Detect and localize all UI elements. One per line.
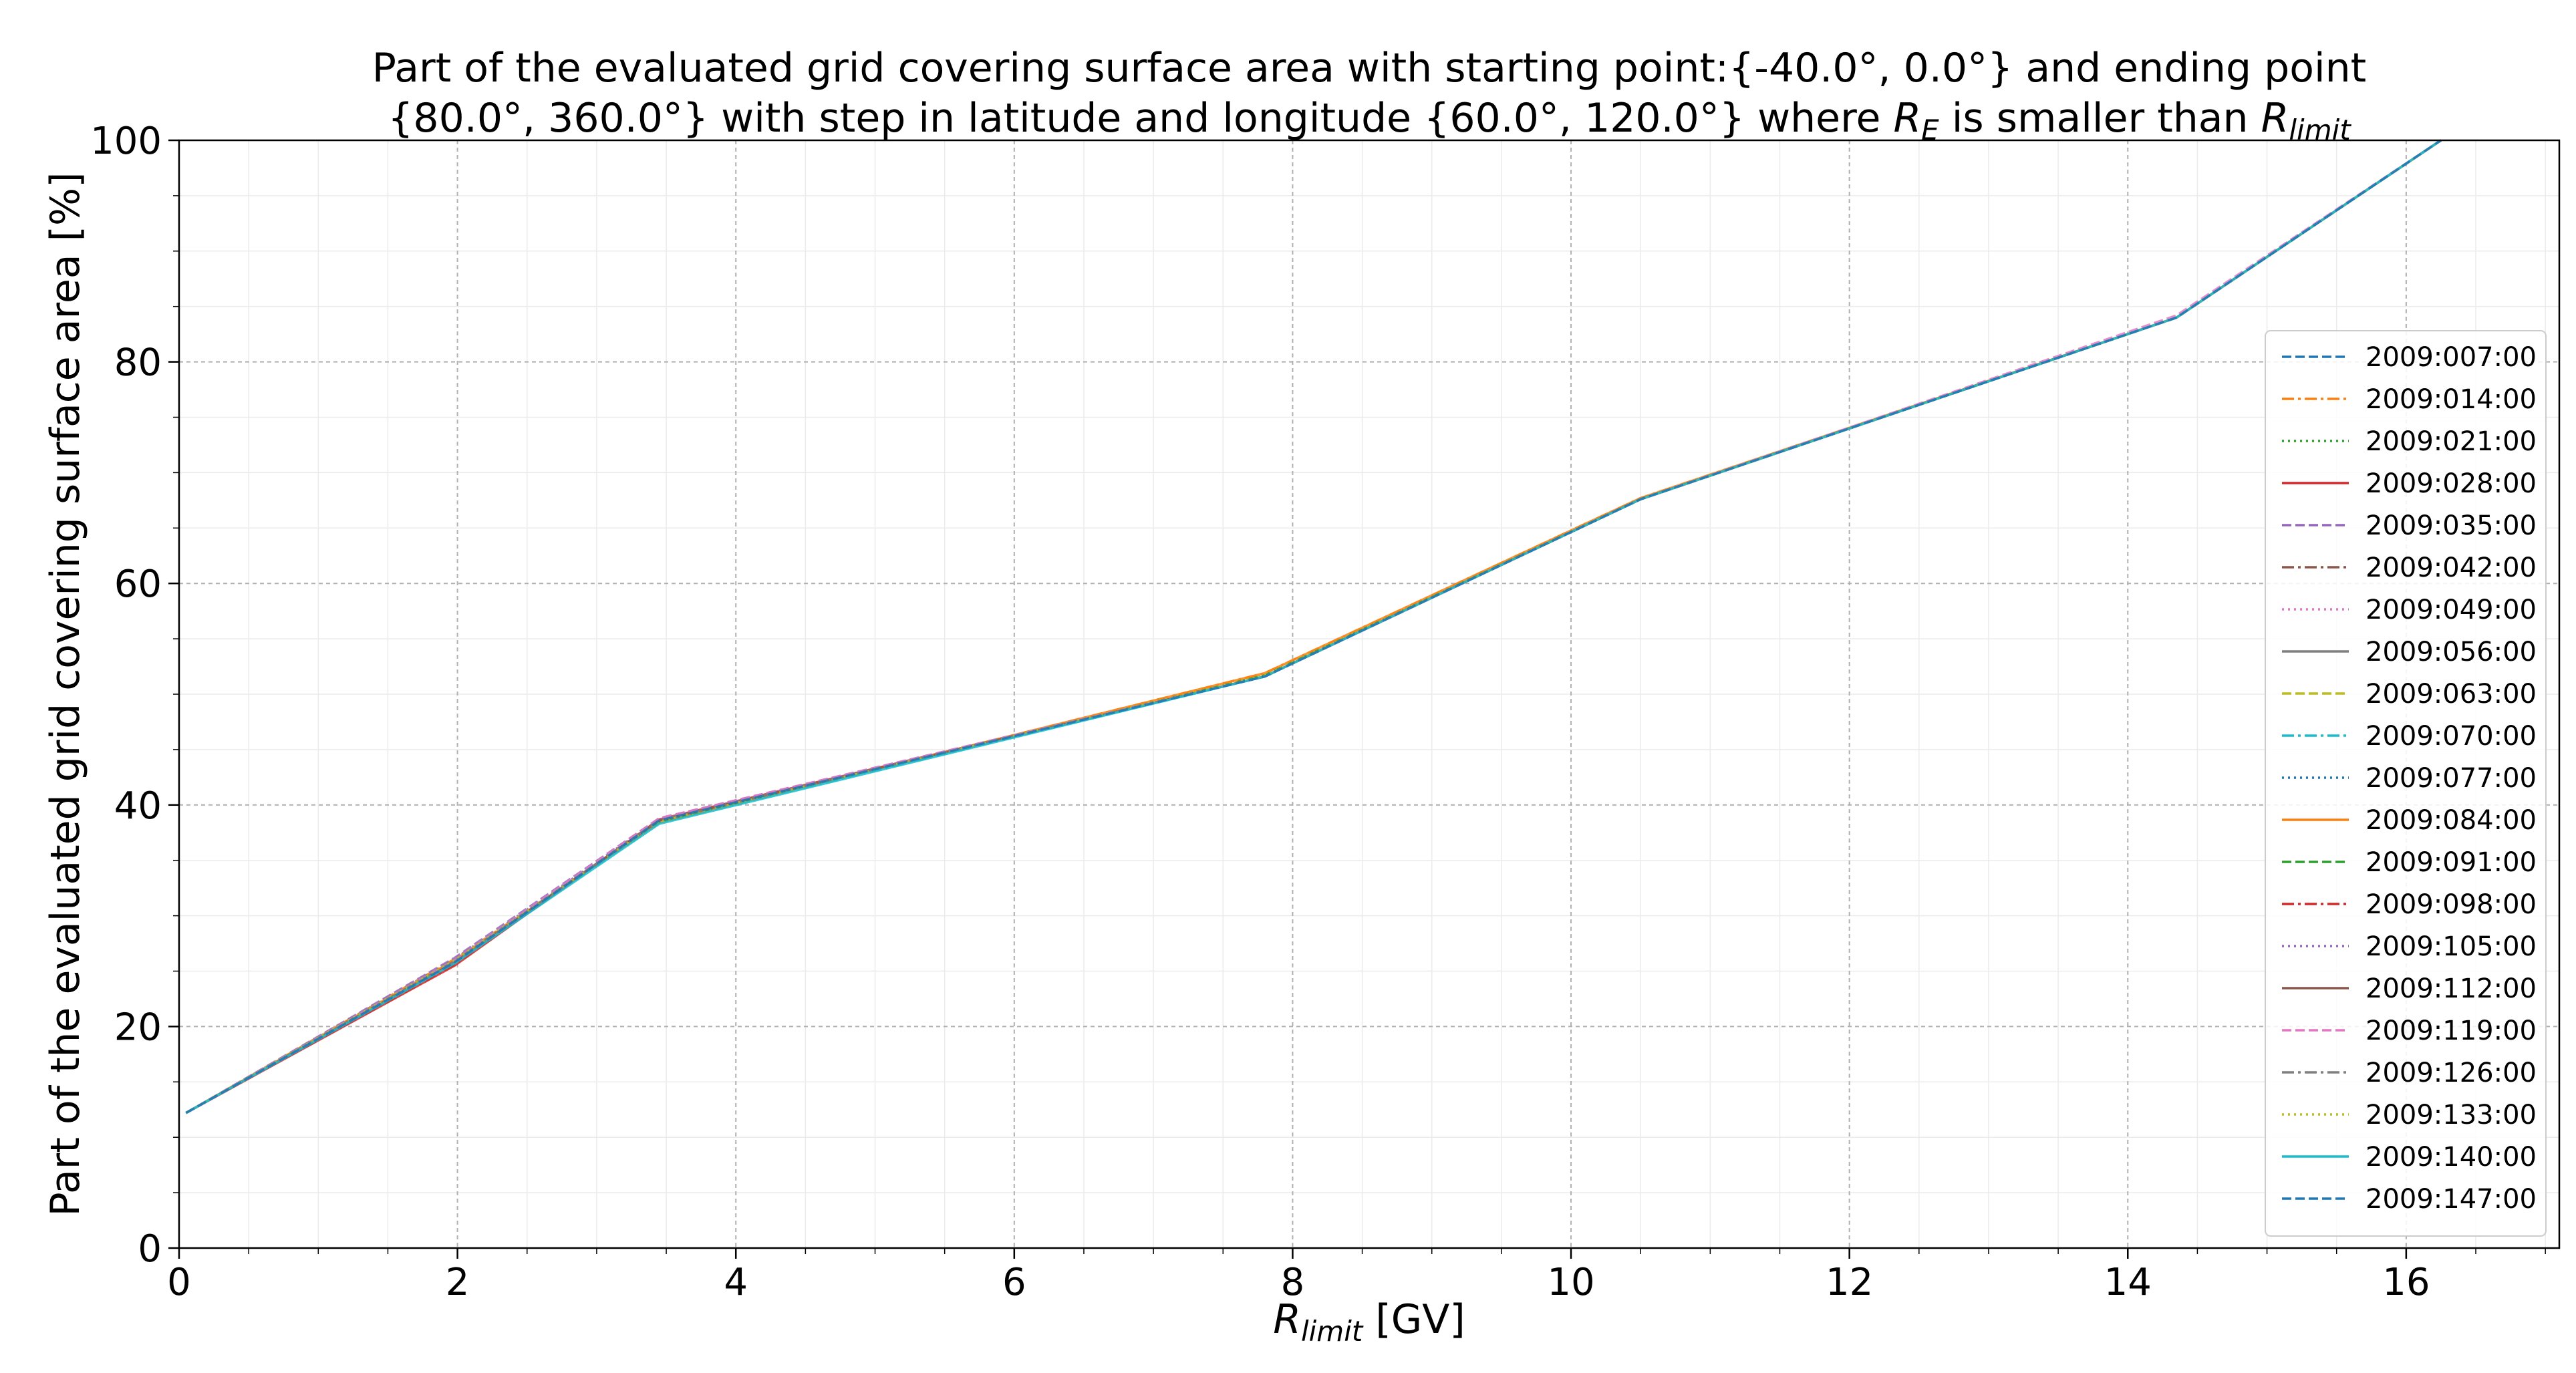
y-axis-title: Part of the evaluated grid covering surf… — [42, 172, 89, 1217]
x-axis-title: Rlimit [GV] — [1273, 1296, 1465, 1348]
legend-box — [2265, 330, 2547, 1237]
legend-label: 2009:056:00 — [2366, 637, 2537, 667]
x-tick-label: 10 — [1547, 1261, 1594, 1304]
chart-title-line1: Part of the evaluated grid covering surf… — [372, 45, 2366, 92]
x-tick-label: 12 — [1826, 1261, 1873, 1304]
legend-label: 2009:014:00 — [2366, 384, 2537, 415]
series-line-2009-147-00 — [185, 139, 2442, 1114]
series-layer — [185, 139, 2442, 1114]
y-tick-label: 60 — [114, 563, 162, 606]
legend-label: 2009:098:00 — [2366, 889, 2537, 920]
x-tick-label: 0 — [167, 1261, 191, 1304]
grid — [178, 140, 2559, 1249]
legend-label: 2009:007:00 — [2366, 342, 2537, 373]
legend-label: 2009:133:00 — [2366, 1100, 2537, 1130]
x-tick-label: 2 — [446, 1261, 470, 1304]
legend-label: 2009:063:00 — [2366, 679, 2537, 710]
legend-label: 2009:049:00 — [2366, 595, 2537, 625]
legend-label: 2009:042:00 — [2366, 553, 2537, 583]
y-tick-label: 0 — [138, 1227, 162, 1271]
y-tick-label: 80 — [114, 341, 162, 385]
legend: 2009:007:00 2009:014:00 2009:021:00 2009:02… — [2265, 330, 2547, 1237]
legend-label: 2009:077:00 — [2366, 763, 2537, 794]
legend-label: 2009:119:00 — [2366, 1016, 2537, 1046]
legend-label: 2009:126:00 — [2366, 1058, 2537, 1088]
legend-label: 2009:140:00 — [2366, 1142, 2537, 1173]
x-tick-label: 14 — [2104, 1261, 2152, 1304]
legend-label: 2009:147:00 — [2366, 1184, 2537, 1215]
legend-label: 2009:035:00 — [2366, 510, 2537, 541]
legend-label: 2009:021:00 — [2366, 426, 2537, 457]
legend-label: 2009:091:00 — [2366, 847, 2537, 878]
legend-label: 2009:112:00 — [2366, 973, 2537, 1004]
chart-title-line2: {80.0°, 360.0°} with step in latitude an… — [388, 95, 2351, 146]
axis-ticks: 0 2 4 6 8 10 12 14 16 0 20 40 60 80 100 — [90, 120, 2546, 1304]
y-tick-label: 20 — [114, 1006, 162, 1049]
legend-label: 2009:084:00 — [2366, 805, 2537, 836]
y-tick-label: 100 — [90, 120, 162, 163]
legend-label: 2009:105:00 — [2366, 931, 2537, 962]
x-tick-label: 16 — [2382, 1261, 2430, 1304]
legend-label: 2009:028:00 — [2366, 468, 2537, 499]
y-tick-label: 40 — [114, 784, 162, 828]
x-tick-label: 8 — [1281, 1261, 1305, 1304]
x-tick-label: 4 — [724, 1261, 748, 1304]
legend-label: 2009:070:00 — [2366, 721, 2537, 752]
x-tick-label: 6 — [1002, 1261, 1026, 1304]
